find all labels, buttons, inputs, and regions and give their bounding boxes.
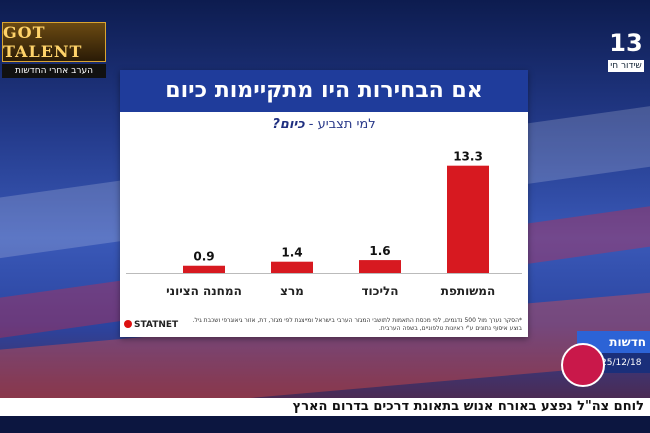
poll-card: אם הבחירות היו מתקיימות כיום למי תצביע -… [120, 70, 528, 337]
show-logo: GOT TALENT [2, 22, 106, 62]
show-logo-text: GOT TALENT [3, 23, 83, 61]
bar [359, 260, 401, 273]
bar-value-label: 1.4 [281, 246, 302, 260]
statnet-logo: STATNET [124, 320, 178, 330]
chart-title: אם הבחירות היו מתקיימות כיום [120, 70, 528, 112]
category-label: מרצ [280, 284, 304, 298]
show-promo-subtitle: הערב אחרי החדשות [2, 64, 106, 78]
bar-chart-svg: 13.3 המשותפת 1.6 הליכוד 1.4 מרצ 0.9 המחנה הציונ… [126, 150, 522, 298]
chart-footnote: STATNET *הסקר נערך מול 500 נדגמים, לפי מ… [120, 316, 528, 337]
bar [183, 265, 225, 273]
bar-value-label: 13.3 [453, 150, 483, 164]
question-emphasis: כיום? [272, 117, 305, 132]
category-label: הליכוד [361, 284, 398, 298]
ticker-bar [0, 416, 650, 433]
news-side-panel: חדשות 25/12/18 [561, 331, 650, 391]
bar [271, 261, 313, 273]
bar-chart: 13.3 המשותפת 1.6 הליכוד 1.4 מרצ 0.9 המחנה הציונ… [120, 142, 528, 310]
show-promo: GOT TALENT הערב אחרי החדשות [2, 22, 106, 80]
news-ticker: לוחם צה"ל נפצע באורח אנוש בתאונת דרכים ב… [0, 398, 650, 416]
statnet-label: STATNET [134, 320, 179, 330]
question-prefix: למי תצביע - [304, 117, 376, 132]
bar [447, 165, 489, 273]
category-label: המשותפת [441, 284, 495, 298]
methodology-note: *הסקר נערך מול 500 נדגמים, לפי מכסת התאמ… [192, 317, 522, 332]
bar-value-label: 0.9 [193, 250, 214, 264]
category-label: המחנה הציוני [166, 284, 242, 298]
live-label: שידור חי [608, 60, 644, 72]
channel-bug: 13 שידור חי [604, 28, 648, 82]
watermark-badge-icon [561, 343, 605, 387]
chart-subtitle: למי תצביע - כיום? [120, 112, 528, 136]
channel-number: 13 [609, 29, 643, 57]
statnet-dot-icon [124, 320, 132, 328]
bar-value-label: 1.6 [369, 244, 390, 258]
